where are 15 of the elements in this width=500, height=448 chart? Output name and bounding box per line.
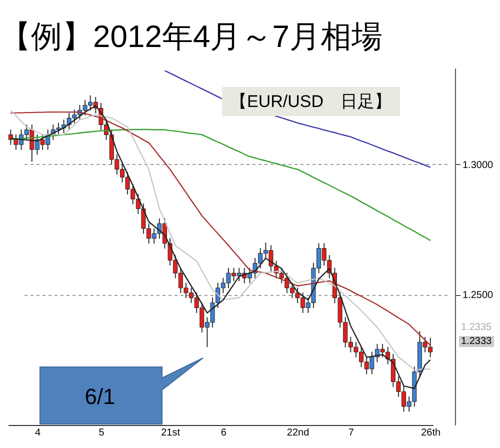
y-tick-label: 1.2500 bbox=[462, 290, 494, 302]
x-tick-label: 26th bbox=[421, 428, 441, 438]
annotation: 6/1 bbox=[84, 384, 116, 409]
y-tick-label: 1.3000 bbox=[462, 160, 494, 171]
label-box: 【EUR/USD 日足】 bbox=[222, 87, 400, 116]
callout-box: 6/1 bbox=[40, 358, 204, 424]
price-tag: 1.2333 bbox=[459, 336, 494, 347]
x-tick-label: 4 bbox=[34, 428, 41, 438]
chart-title: 【例】2012年4月～7月相場 bbox=[0, 19, 382, 54]
x-tick-label: 7 bbox=[348, 428, 354, 438]
x-tick-label: 21st bbox=[161, 428, 180, 438]
price-tag: 1.2335 bbox=[459, 322, 494, 333]
x-tick-label: 5 bbox=[98, 428, 105, 438]
x-tick-label: 6 bbox=[220, 428, 227, 438]
x-tick-label: 22nd bbox=[286, 428, 310, 438]
